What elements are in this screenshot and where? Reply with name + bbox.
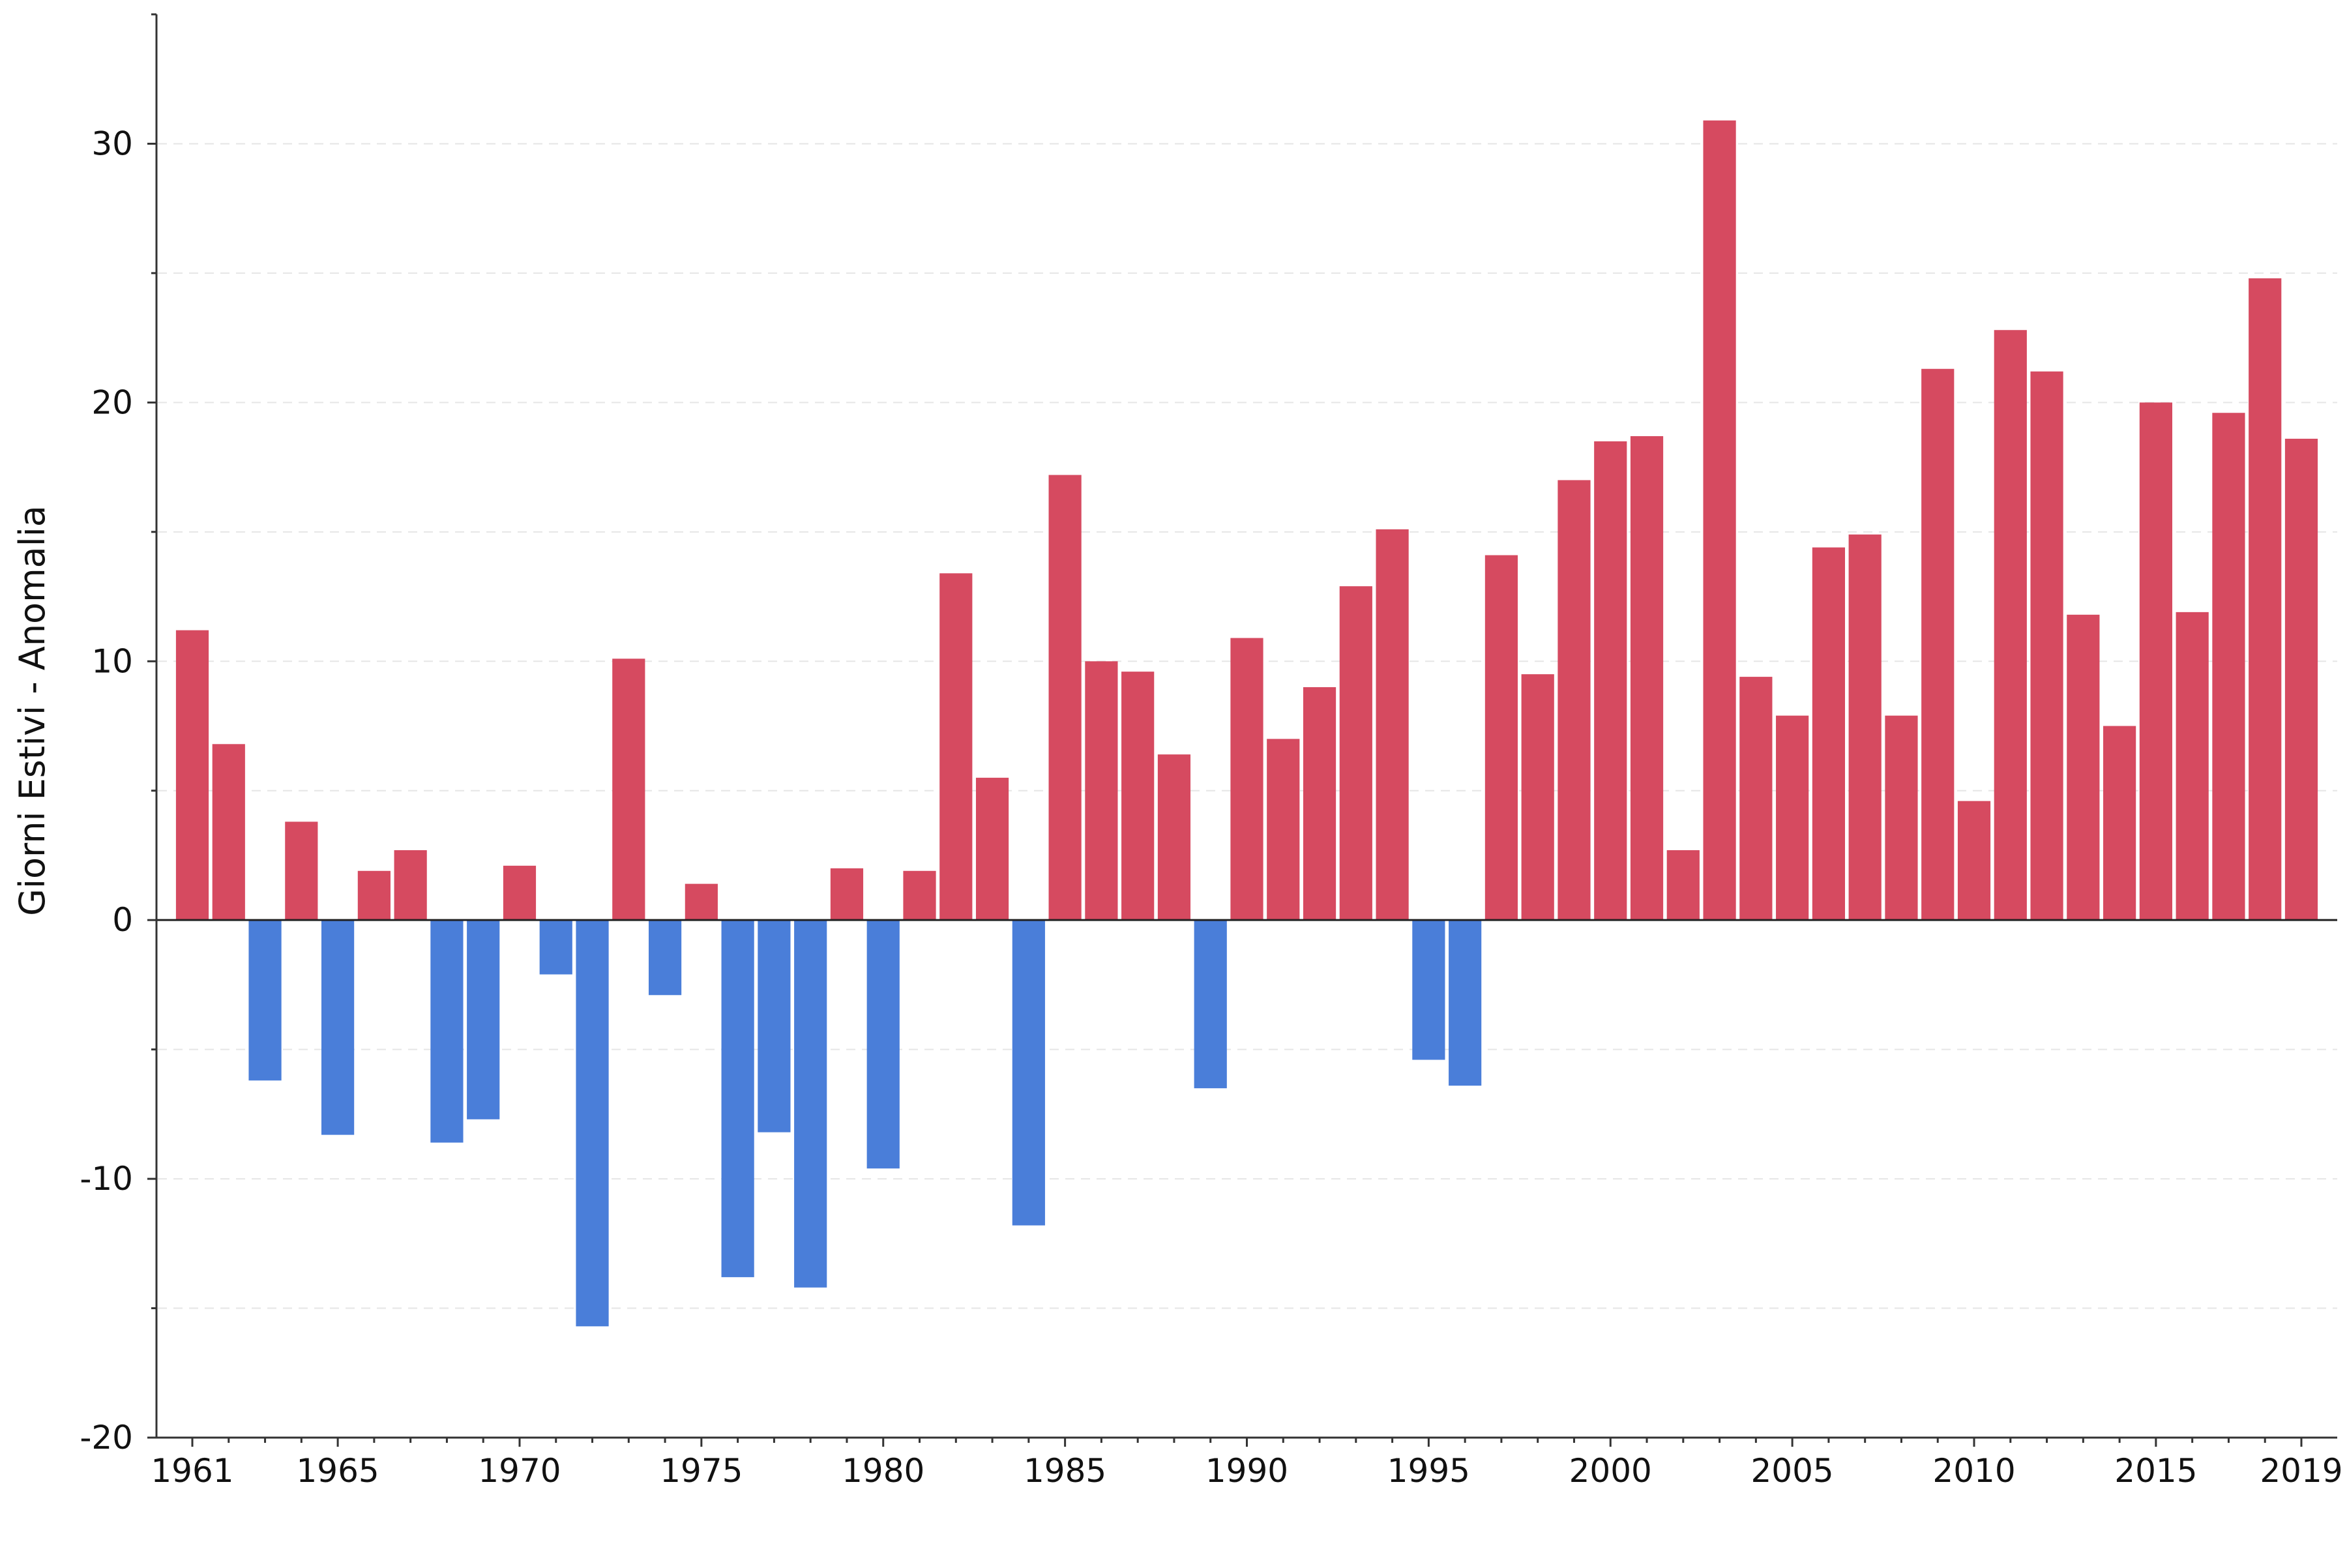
bar-2002 <box>1666 850 1700 921</box>
bar-1999 <box>1557 480 1591 921</box>
x-tick-label: 1970 <box>478 1452 561 1490</box>
grid-lines <box>158 143 2337 1309</box>
bar-2000 <box>1594 441 1627 921</box>
x-tick-label: 1961 <box>151 1452 233 1490</box>
y-tick-label: 0 <box>112 901 133 939</box>
bar-2018 <box>2249 278 2282 921</box>
bar-1994 <box>1376 529 1409 921</box>
x-tick-label: 1990 <box>1205 1452 1288 1490</box>
bar-1982 <box>939 573 973 921</box>
bar-2011 <box>1994 330 2027 921</box>
y-tick-label: 20 <box>91 383 133 421</box>
bar-1964 <box>285 821 318 921</box>
bar-2008 <box>1885 715 1918 921</box>
bar-2007 <box>1848 534 1882 921</box>
x-tick-label: 1975 <box>660 1452 743 1490</box>
bar-1987 <box>1121 672 1155 921</box>
bar-2005 <box>1776 715 1809 921</box>
bar-1995 <box>1412 920 1445 1060</box>
bar-1970 <box>503 865 537 921</box>
bar-1963 <box>248 920 282 1081</box>
y-tick-label: 30 <box>91 125 133 162</box>
bar-1961 <box>175 630 209 921</box>
y-tick-label: -10 <box>80 1160 133 1198</box>
bar-2006 <box>1812 547 1846 921</box>
bar-1971 <box>539 920 572 975</box>
bar-1966 <box>357 870 391 921</box>
x-tick-label: 2010 <box>1932 1452 2015 1490</box>
bar-2016 <box>2176 612 2209 921</box>
bar-1976 <box>721 920 754 1277</box>
bars <box>175 120 2318 1327</box>
x-tick-label: 1995 <box>1387 1452 1470 1490</box>
x-tick-label: 2015 <box>2114 1452 2197 1490</box>
bar-1990 <box>1230 638 1263 921</box>
bar-2001 <box>1630 436 1664 921</box>
bar-1983 <box>975 777 1009 921</box>
bar-2009 <box>1921 368 1955 921</box>
x-tick-label: 2005 <box>1751 1452 1834 1490</box>
bar-1979 <box>830 868 864 921</box>
bar-2003 <box>1703 120 1736 921</box>
x-tick-label: 2019 <box>2260 1452 2342 1490</box>
bar-1973 <box>612 658 645 921</box>
bar-1996 <box>1449 920 1482 1086</box>
bar-2017 <box>2212 413 2245 921</box>
bar-1985 <box>1048 475 1082 921</box>
bar-1978 <box>794 920 827 1288</box>
x-tick-label: 1980 <box>842 1452 924 1490</box>
bar-2013 <box>2067 614 2100 921</box>
bar-2004 <box>1739 677 1773 921</box>
bar-2012 <box>2030 371 2063 921</box>
x-tick-label: 1965 <box>296 1452 379 1490</box>
bar-2015 <box>2139 402 2172 921</box>
bar-1980 <box>866 920 900 1169</box>
bar-2014 <box>2103 726 2136 921</box>
bar-1991 <box>1267 739 1300 921</box>
bar-1997 <box>1484 555 1518 921</box>
x-tick-label: 2000 <box>1569 1452 1652 1490</box>
bar-1974 <box>648 920 682 996</box>
y-tick-label: -20 <box>80 1419 133 1457</box>
bar-1992 <box>1303 687 1336 921</box>
bar-1972 <box>576 920 609 1327</box>
bar-2019 <box>2284 438 2318 921</box>
bar-1989 <box>1194 920 1227 1089</box>
bar-1965 <box>321 920 355 1135</box>
bar-1984 <box>1012 920 1045 1226</box>
bar-1998 <box>1521 674 1554 921</box>
y-tick-label: 10 <box>91 642 133 680</box>
axes: -20 -10 0 10 20 30 1961 1965 1970 1975 1980 1985 199… <box>80 13 2343 1490</box>
bar-1993 <box>1339 586 1372 921</box>
bar-1975 <box>685 883 718 921</box>
bar-1977 <box>758 920 791 1132</box>
bar-1988 <box>1157 754 1191 921</box>
bar-1981 <box>903 870 936 921</box>
y-axis-title: Giorni Estivi - Anomalia <box>12 505 53 916</box>
bar-1962 <box>212 744 245 921</box>
bar-1968 <box>430 920 464 1143</box>
bar-2010 <box>1957 801 1991 921</box>
bar-1986 <box>1085 661 1118 921</box>
x-tick-label: 1985 <box>1024 1452 1106 1490</box>
bar-1969 <box>467 920 500 1119</box>
bar-1967 <box>394 850 427 921</box>
